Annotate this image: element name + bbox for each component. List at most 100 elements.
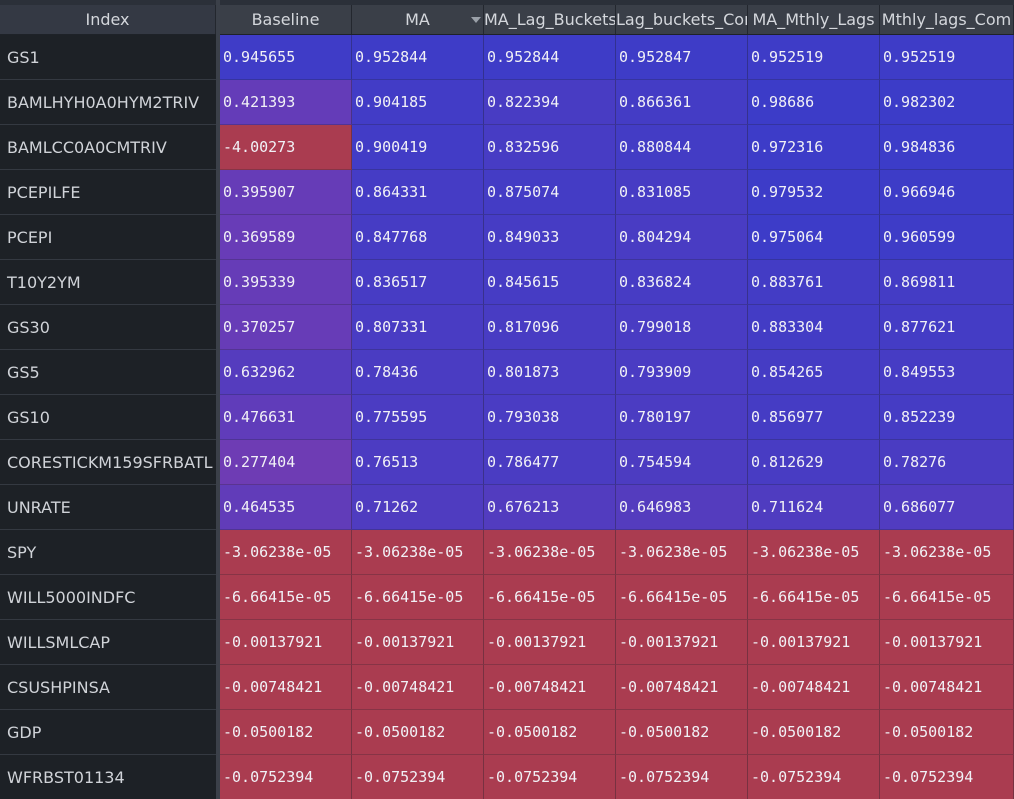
heatmap-cell[interactable]: -0.00748421 xyxy=(880,665,1014,710)
heatmap-cell[interactable]: -0.00137921 xyxy=(616,620,748,665)
heatmap-cell[interactable]: -0.0500182 xyxy=(880,710,1014,755)
heatmap-cell[interactable]: 0.369589 xyxy=(220,215,352,260)
row-index-label[interactable]: GS1 xyxy=(0,35,216,80)
row-index-label[interactable]: GS10 xyxy=(0,395,216,440)
heatmap-cell[interactable]: -6.66415e-05 xyxy=(352,575,484,620)
heatmap-cell[interactable]: 0.817096 xyxy=(484,305,616,350)
sort-descending-icon[interactable] xyxy=(471,17,481,23)
heatmap-cell[interactable]: 0.984836 xyxy=(880,125,1014,170)
heatmap-cell[interactable]: -3.06238e-05 xyxy=(484,530,616,575)
column-header-lag-buckets-cor[interactable]: Lag_buckets_Cor xyxy=(616,5,748,34)
row-index-label[interactable]: BAMLCC0A0CMTRIV xyxy=(0,125,216,170)
column-header-ma-mthly-lags[interactable]: MA_Mthly_Lags xyxy=(748,5,880,34)
heatmap-cell[interactable]: 0.476631 xyxy=(220,395,352,440)
heatmap-cell[interactable]: 0.904185 xyxy=(352,80,484,125)
heatmap-cell[interactable]: -0.00748421 xyxy=(748,665,880,710)
heatmap-cell[interactable]: 0.76513 xyxy=(352,440,484,485)
heatmap-cell[interactable]: 0.952519 xyxy=(880,35,1014,80)
heatmap-cell[interactable]: 0.370257 xyxy=(220,305,352,350)
row-index-label[interactable]: UNRATE xyxy=(0,485,216,530)
heatmap-cell[interactable]: 0.849553 xyxy=(880,350,1014,395)
heatmap-cell[interactable]: 0.952847 xyxy=(616,35,748,80)
row-index-label[interactable]: PCEPILFE xyxy=(0,170,216,215)
row-index-label[interactable]: CSUSHPINSA xyxy=(0,665,216,710)
heatmap-cell[interactable]: 0.864331 xyxy=(352,170,484,215)
heatmap-cell[interactable]: -0.00748421 xyxy=(484,665,616,710)
heatmap-cell[interactable]: 0.854265 xyxy=(748,350,880,395)
heatmap-cell[interactable]: 0.786477 xyxy=(484,440,616,485)
heatmap-cell[interactable]: -0.0752394 xyxy=(616,755,748,799)
heatmap-cell[interactable]: -3.06238e-05 xyxy=(220,530,352,575)
heatmap-cell[interactable]: 0.856977 xyxy=(748,395,880,440)
index-divider[interactable] xyxy=(216,0,220,799)
heatmap-cell[interactable]: 0.979532 xyxy=(748,170,880,215)
heatmap-cell[interactable]: -0.00137921 xyxy=(880,620,1014,665)
heatmap-cell[interactable]: -6.66415e-05 xyxy=(616,575,748,620)
heatmap-cell[interactable]: 0.754594 xyxy=(616,440,748,485)
column-header-ma[interactable]: MA xyxy=(352,5,484,34)
row-index-label[interactable]: GS30 xyxy=(0,305,216,350)
heatmap-cell[interactable]: 0.945655 xyxy=(220,35,352,80)
heatmap-cell[interactable]: 0.836824 xyxy=(616,260,748,305)
heatmap-cell[interactable]: 0.852239 xyxy=(880,395,1014,440)
heatmap-cell[interactable]: 0.883761 xyxy=(748,260,880,305)
heatmap-cell[interactable]: -0.00137921 xyxy=(220,620,352,665)
heatmap-cell[interactable]: 0.952519 xyxy=(748,35,880,80)
heatmap-cell[interactable]: 0.952844 xyxy=(484,35,616,80)
row-index-label[interactable]: SPY xyxy=(0,530,216,575)
heatmap-cell[interactable]: 0.822394 xyxy=(484,80,616,125)
heatmap-cell[interactable]: 0.807331 xyxy=(352,305,484,350)
row-index-label[interactable]: WILL5000INDFC xyxy=(0,575,216,620)
heatmap-cell[interactable]: 0.804294 xyxy=(616,215,748,260)
heatmap-cell[interactable]: 0.395339 xyxy=(220,260,352,305)
heatmap-cell[interactable]: -0.0500182 xyxy=(220,710,352,755)
heatmap-cell[interactable]: -0.0500182 xyxy=(484,710,616,755)
heatmap-cell[interactable]: 0.845615 xyxy=(484,260,616,305)
heatmap-cell[interactable]: 0.801873 xyxy=(484,350,616,395)
heatmap-cell[interactable]: -6.66415e-05 xyxy=(484,575,616,620)
heatmap-cell[interactable]: 0.847768 xyxy=(352,215,484,260)
heatmap-cell[interactable]: 0.71262 xyxy=(352,485,484,530)
heatmap-cell[interactable]: 0.952844 xyxy=(352,35,484,80)
heatmap-cell[interactable]: 0.900419 xyxy=(352,125,484,170)
heatmap-cell[interactable]: -0.00137921 xyxy=(484,620,616,665)
heatmap-cell[interactable]: -0.0752394 xyxy=(748,755,880,799)
heatmap-cell[interactable]: 0.775595 xyxy=(352,395,484,440)
column-header-baseline[interactable]: Baseline xyxy=(220,5,352,34)
heatmap-cell[interactable]: 0.869811 xyxy=(880,260,1014,305)
row-index-label[interactable]: GS5 xyxy=(0,350,216,395)
heatmap-cell[interactable]: 0.421393 xyxy=(220,80,352,125)
heatmap-cell[interactable]: -0.0500182 xyxy=(748,710,880,755)
heatmap-cell[interactable]: -0.00748421 xyxy=(616,665,748,710)
heatmap-cell[interactable]: 0.880844 xyxy=(616,125,748,170)
heatmap-cell[interactable]: 0.966946 xyxy=(880,170,1014,215)
heatmap-cell[interactable]: 0.632962 xyxy=(220,350,352,395)
heatmap-cell[interactable]: 0.812629 xyxy=(748,440,880,485)
column-header-ma-lag-buckets[interactable]: MA_Lag_Buckets xyxy=(484,5,616,34)
heatmap-cell[interactable]: -0.0752394 xyxy=(484,755,616,799)
heatmap-cell[interactable]: -4.00273 xyxy=(220,125,352,170)
heatmap-cell[interactable]: 0.277404 xyxy=(220,440,352,485)
row-index-label[interactable]: WILLSMLCAP xyxy=(0,620,216,665)
heatmap-cell[interactable]: 0.676213 xyxy=(484,485,616,530)
heatmap-cell[interactable]: 0.793909 xyxy=(616,350,748,395)
heatmap-cell[interactable]: -0.0752394 xyxy=(352,755,484,799)
column-header-mthly-lags-com[interactable]: Mthly_lags_Com xyxy=(880,5,1014,34)
heatmap-cell[interactable]: 0.960599 xyxy=(880,215,1014,260)
heatmap-cell[interactable]: 0.831085 xyxy=(616,170,748,215)
heatmap-cell[interactable]: -0.0500182 xyxy=(352,710,484,755)
heatmap-cell[interactable]: 0.793038 xyxy=(484,395,616,440)
heatmap-cell[interactable]: 0.972316 xyxy=(748,125,880,170)
heatmap-cell[interactable]: 0.686077 xyxy=(880,485,1014,530)
row-index-label[interactable]: PCEPI xyxy=(0,215,216,260)
heatmap-cell[interactable]: 0.780197 xyxy=(616,395,748,440)
heatmap-cell[interactable]: -6.66415e-05 xyxy=(880,575,1014,620)
heatmap-cell[interactable]: -3.06238e-05 xyxy=(616,530,748,575)
row-index-label[interactable]: GDP xyxy=(0,710,216,755)
heatmap-cell[interactable]: 0.836517 xyxy=(352,260,484,305)
heatmap-cell[interactable]: -0.0500182 xyxy=(616,710,748,755)
heatmap-cell[interactable]: -6.66415e-05 xyxy=(220,575,352,620)
row-index-label[interactable]: BAMLHYH0A0HYM2TRIV xyxy=(0,80,216,125)
heatmap-cell[interactable]: 0.799018 xyxy=(616,305,748,350)
heatmap-cell[interactable]: -0.00748421 xyxy=(352,665,484,710)
